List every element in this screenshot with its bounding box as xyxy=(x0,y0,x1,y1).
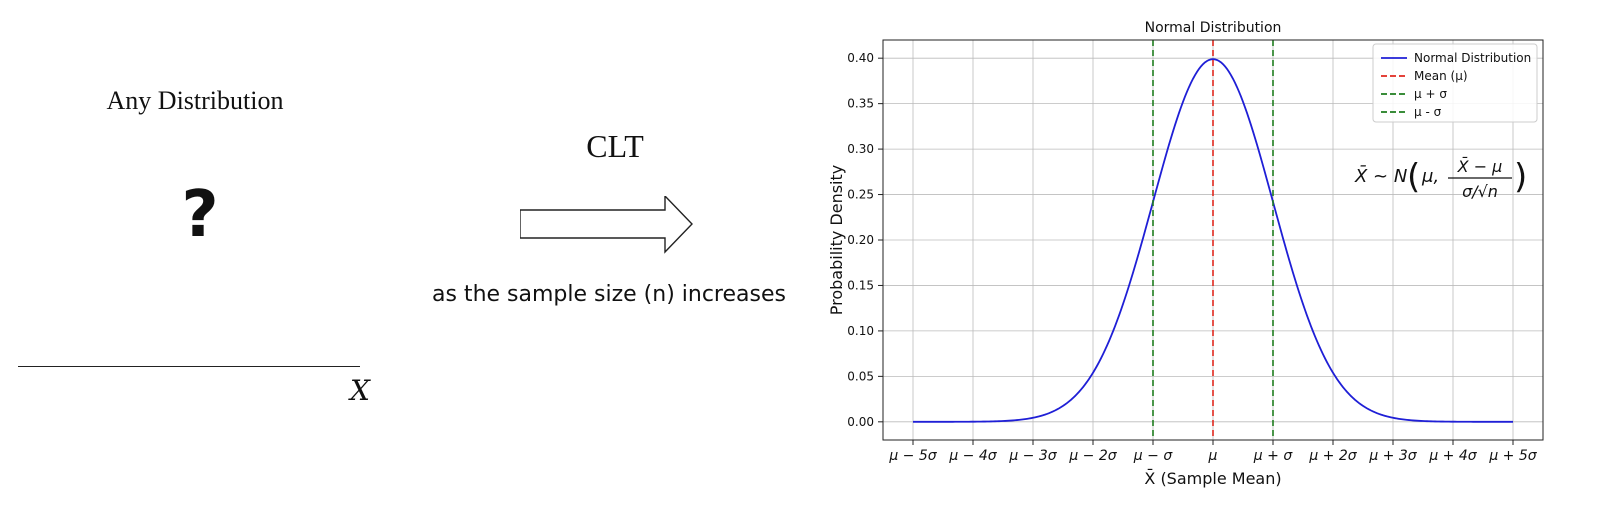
y-tick-label: 0.25 xyxy=(847,188,874,202)
right-arrow-icon xyxy=(520,196,693,254)
y-tick-label: 0.15 xyxy=(847,278,874,292)
formula-numerator: X̄ − μ xyxy=(1457,157,1503,176)
unknown-distribution-symbol: ? xyxy=(181,178,219,252)
x-tick-label: μ − 2σ xyxy=(1068,448,1117,464)
legend-entry: Mean (μ) xyxy=(1414,69,1468,83)
x-tick-label: μ + 5σ xyxy=(1488,448,1537,464)
any-distribution-title: Any Distribution xyxy=(106,86,284,115)
formula-mu: μ, xyxy=(1421,166,1439,187)
y-tick-label: 0.10 xyxy=(847,324,874,338)
y-tick-label: 0.35 xyxy=(847,97,874,111)
x-tick-label: μ − 4σ xyxy=(948,448,997,464)
x-tick-label: μ + 3σ xyxy=(1368,448,1417,464)
y-tick-label: 0.20 xyxy=(847,233,874,247)
y-tick-label: 0.00 xyxy=(847,415,874,429)
chart-series xyxy=(913,40,1513,440)
x-tick-label: μ + 4σ xyxy=(1428,448,1477,464)
x-tick-label: μ − 3σ xyxy=(1008,448,1057,464)
normal-curve-line xyxy=(913,58,1513,423)
x-variable-label: X xyxy=(350,374,370,407)
legend-entry: μ - σ xyxy=(1414,105,1442,119)
chart-title: Normal Distribution xyxy=(1145,20,1282,36)
y-tick-label: 0.40 xyxy=(847,51,874,65)
y-tick-label: 0.05 xyxy=(847,369,874,383)
x-tick-label: μ xyxy=(1208,448,1218,464)
legend-frame xyxy=(1372,43,1538,123)
sampling-distribution-formula: X̄ ~ N ( μ, X̄ − μ σ/√n ) xyxy=(1354,157,1527,201)
x-axis-line xyxy=(18,366,360,367)
chart-ticks: μ − 5σ μ − 4σ μ − 3σ μ − 2σ μ − σ μ μ + σ μ + 2… xyxy=(847,51,1538,464)
formula-denominator: σ/√n xyxy=(1462,182,1498,201)
legend-entry: Normal Distribution xyxy=(1414,51,1531,65)
x-tick-label: μ − σ xyxy=(1133,448,1174,464)
formula-lhs: X̄ ~ N xyxy=(1354,165,1407,187)
formula-open-paren: ( xyxy=(1407,157,1420,197)
x-axis-label: X̄ (Sample Mean) xyxy=(1144,469,1281,488)
clt-label: CLT xyxy=(586,128,644,164)
y-tick-label: 0.30 xyxy=(847,142,874,156)
chart-legend: Normal Distribution Mean (μ) μ + σ μ - σ xyxy=(1372,43,1538,123)
x-tick-label: μ + 2σ xyxy=(1308,448,1357,464)
clt-caption: as the sample size (n) increases xyxy=(432,282,786,307)
x-tick-label: μ − 5σ xyxy=(888,448,937,464)
y-axis-label: Probability Density xyxy=(827,165,846,316)
legend-entry: μ + σ xyxy=(1414,87,1447,101)
formula-close-paren: ) xyxy=(1514,157,1527,197)
x-tick-label: μ + σ xyxy=(1253,448,1294,464)
normal-distribution-chart: Normal Distribution μ − 5σ μ − 4σ μ − 3σ μ … xyxy=(827,20,1544,488)
